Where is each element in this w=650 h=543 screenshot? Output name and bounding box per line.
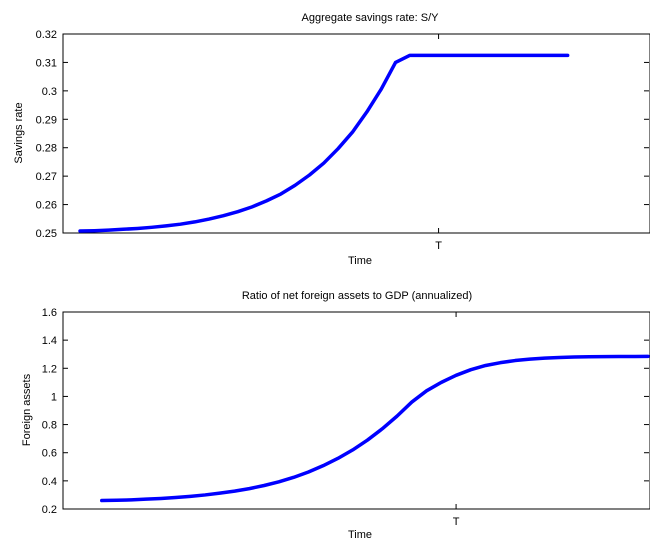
plot-area-frame [62,311,650,510]
y-tick-label: 0.31 [36,57,57,69]
y-tick-label: 0.28 [36,143,57,155]
y-axis-label: Savings rate [13,102,25,163]
x-axis-label: Time [348,255,372,267]
y-tick-label: 0.26 [36,200,57,212]
y-axis-label: Foreign assets [21,373,33,446]
y-tick-label: 0.27 [36,171,57,183]
y-tick-label: 0.25 [36,228,57,240]
y-tick-label: 0.29 [36,114,57,126]
y-axis-ticks: 0.2 0.4 0.6 0.8 1 1.2 1.4 1.6 [42,307,649,516]
y-tick-label: 0.32 [36,29,57,41]
x-axis-ticks: T [453,312,460,528]
foreign-assets-line [100,354,650,503]
x-axis-label: Time [348,529,372,541]
savings-rate-line [78,53,570,233]
x-tick-label: T [453,516,460,528]
y-tick-label: 0.2 [42,504,57,516]
foreign-assets-panel: Ratio of net foreign assets to GDP (annu… [21,290,650,541]
y-tick-label: 0.3 [42,86,57,98]
y-tick-label: 1.2 [42,363,57,375]
chart-title: Ratio of net foreign assets to GDP (annu… [242,290,472,302]
savings-rate-panel: Aggregate savings rate: S/Y 0.25 0.26 0.27… [13,12,650,267]
y-tick-label: 1 [51,391,57,403]
y-tick-label: 0.4 [42,476,57,488]
y-tick-label: 0.8 [42,420,57,432]
y-tick-label: 0.6 [42,448,57,460]
plot-area-frame [62,33,650,234]
y-tick-label: 1.6 [42,307,57,319]
y-axis-ticks: 0.25 0.26 0.27 0.28 0.29 0.3 0.31 0.32 [36,29,649,240]
x-tick-label: T [435,240,442,252]
y-tick-label: 1.4 [42,335,57,347]
x-axis-ticks: T [435,34,442,252]
chart-title: Aggregate savings rate: S/Y [302,12,440,24]
